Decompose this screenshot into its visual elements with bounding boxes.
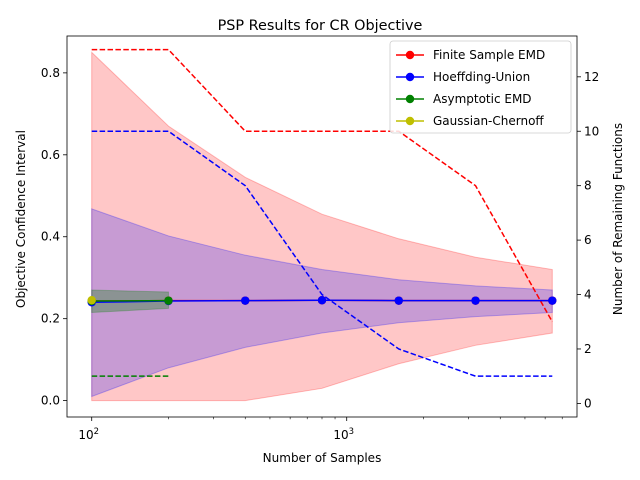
point-hoeffding-union xyxy=(471,296,480,305)
legend-marker-finite-sample-emd xyxy=(405,50,415,60)
y2-tick-label: 2 xyxy=(584,342,592,356)
point-hoeffding-union xyxy=(317,296,327,305)
y2-tick-label: 6 xyxy=(584,233,592,247)
band-finite-sample-emd xyxy=(91,51,553,402)
legend-box xyxy=(389,40,572,134)
x-tick-label: 103 xyxy=(333,427,354,442)
remaining-functions-lines xyxy=(91,48,553,377)
legend-label-finite-sample-emd: Finite Sample EMD xyxy=(433,48,545,62)
y-axis-label: Objective Confidence Interval xyxy=(14,130,28,308)
y-tick-label: 0.2 xyxy=(41,312,60,326)
legend-marker-hoeffding-union xyxy=(405,72,415,82)
y-tick-label: 0.6 xyxy=(41,148,60,162)
remaining-line-finite-sample-emd xyxy=(91,48,553,323)
point-asymptotic-emd xyxy=(164,296,173,305)
y2-tick-label: 10 xyxy=(584,124,599,138)
point-hoeffding-union xyxy=(394,296,403,305)
legend-label-gaussian-chernoff: Gaussian-Chernoff xyxy=(433,114,544,128)
y2-tick-label: 0 xyxy=(584,396,592,410)
x-axis-label: Number of Samples xyxy=(263,451,382,465)
y2-tick-label: 4 xyxy=(584,288,592,302)
legend-label-asymptotic-emd: Asymptotic EMD xyxy=(433,92,532,106)
mean-lines xyxy=(87,296,557,307)
axes: 0.0 0.2 0.4 0.6 0.8 0 2 4 6 8 10 12 102 103 xyxy=(41,66,599,442)
y-tick-label: 0.4 xyxy=(41,230,60,244)
y-tick-label: 0.0 xyxy=(41,394,60,408)
legend-marker-asymptotic-emd xyxy=(405,94,415,104)
point-gaussian-chernoff xyxy=(87,296,96,305)
legend: Finite Sample EMD Hoeffding-Union Asymptot… xyxy=(389,40,572,134)
y-tick-label: 0.8 xyxy=(41,66,60,80)
remaining-line-hoeffding-union xyxy=(91,130,553,377)
legend-label-hoeffding-union: Hoeffding-Union xyxy=(433,70,530,84)
x-tick-label: 102 xyxy=(78,427,99,442)
y2-axis-label: Number of Remaining Functions xyxy=(611,123,625,315)
y2-tick-label: 8 xyxy=(584,179,592,193)
y2-tick-label: 12 xyxy=(584,70,599,84)
point-hoeffding-union xyxy=(548,296,557,305)
legend-marker-gaussian-chernoff xyxy=(405,116,415,126)
chart-title: PSP Results for CR Objective xyxy=(218,18,423,34)
point-hoeffding-union xyxy=(241,296,250,305)
